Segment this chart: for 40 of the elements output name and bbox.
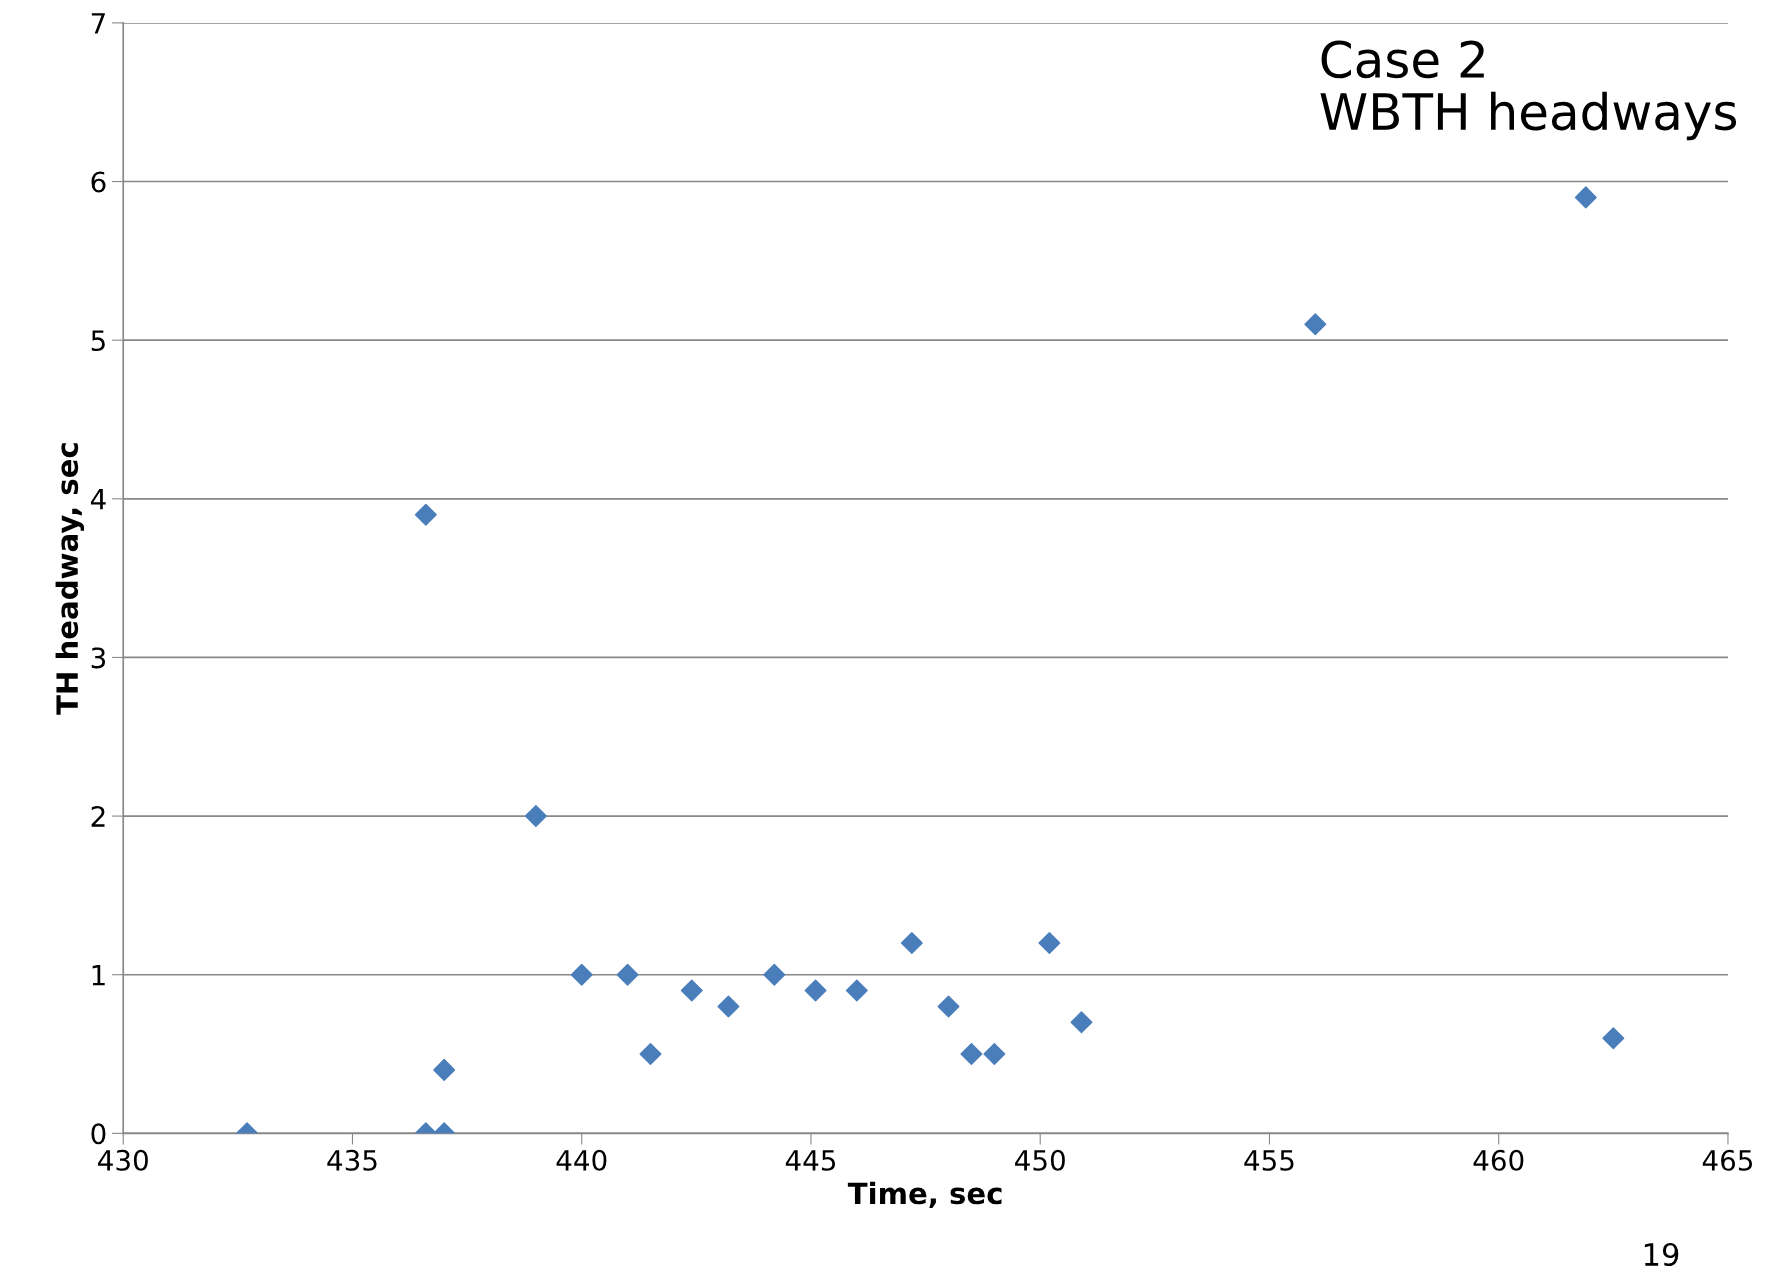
point: [433, 1058, 456, 1081]
point: [639, 1043, 662, 1066]
y-tick-label: 6: [91, 171, 106, 193]
x-tick-label: 460: [1473, 1149, 1524, 1171]
point: [960, 1043, 983, 1066]
x-tick-label: 435: [327, 1149, 377, 1171]
x-tick-label: 440: [556, 1149, 607, 1171]
y-tick-label: 5: [91, 330, 105, 352]
point: [1304, 313, 1327, 336]
y-tick-label: 2: [91, 806, 105, 827]
x-tick-label: 455: [1244, 1150, 1294, 1171]
point: [1038, 931, 1061, 954]
y-tick-label: 0: [91, 1123, 106, 1145]
point: [937, 995, 960, 1018]
point: [414, 503, 437, 526]
point: [717, 995, 740, 1018]
point: [616, 963, 639, 986]
point: [983, 1043, 1006, 1066]
y-tick-label: 7: [91, 13, 105, 34]
point: [524, 805, 547, 828]
text: 19: [1644, 1242, 1679, 1267]
x-tick-label: 430: [98, 1149, 148, 1171]
y-tick-label: 1: [92, 965, 105, 986]
point: [804, 979, 827, 1002]
point: [900, 931, 923, 954]
point: [680, 979, 703, 1002]
point: [763, 963, 786, 986]
point: [1602, 1027, 1625, 1050]
x-axis-title: Time, sec: [847, 1181, 1002, 1209]
y-tick-label: 3: [91, 647, 106, 669]
point: [1070, 1011, 1093, 1034]
x-tick-label: 445: [785, 1150, 836, 1171]
y-tick-label: 4: [90, 489, 106, 510]
x-tick-label: 465: [1702, 1149, 1753, 1171]
annotation: Case 2 WBTH headways: [1320, 40, 1737, 141]
point: [845, 979, 868, 1002]
point: [1574, 186, 1597, 209]
point: [570, 963, 593, 986]
y-axis-title: TH headway, sec: [55, 443, 85, 715]
x-tick-label: 450: [1015, 1149, 1065, 1171]
